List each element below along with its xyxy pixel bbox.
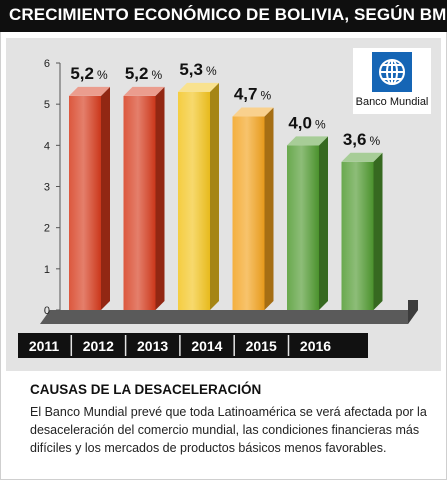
bar-side-2016 [373,152,383,310]
bar-2015 [287,145,319,310]
value-label-2011: 5,2% [70,64,108,83]
y-tick-label: 2 [44,223,50,235]
bar-side-2014 [264,107,274,311]
category-label-strip [18,333,368,358]
bar-chart: 0 1 2 3 4 5 6 5,2 % 2011 5,2 % 2012 5,3 % 2013 4,7 % 2014 4… [18,58,418,358]
chart-floor [40,310,418,324]
bar-2011 [69,95,101,310]
bar-side-2011 [101,86,110,310]
chart-title: CRECIMIENTO ECONÓMICO DE BOLIVIA, SEGÚN … [9,5,447,24]
y-tick-label: 5 [44,99,50,111]
category-label-2012: 2012 [83,338,114,354]
value-label-2013: 5,3% [179,60,217,79]
category-label-2016: 2016 [300,338,331,354]
value-label-2016: 3,6% [343,130,381,149]
bar-top-2012 [123,86,165,96]
bar-top-2013 [178,82,219,92]
title-bar: CRECIMIENTO ECONÓMICO DE BOLIVIA, SEGÚN … [0,0,447,32]
y-tick-label: 1 [44,264,50,276]
section-body: El Banco Mundial prevé que toda Latinoam… [30,405,427,455]
y-tick-label: 4 [44,140,50,152]
category-label-2011: 2011 [29,338,60,354]
bar-2014 [232,116,265,311]
value-label-2015: 4,0% [288,113,326,132]
section-title: CAUSAS DE LA DESACELERACIÓN [30,382,262,397]
bar-2012 [123,95,156,310]
category-label-2014: 2014 [191,338,222,354]
y-tick-label: 0 [44,305,50,317]
y-tick-label: 3 [44,182,50,194]
bar-side-2012 [155,86,165,310]
bar-top-2015 [287,136,328,146]
bar-top-2011 [69,86,110,96]
y-tick-label: 6 [44,58,50,70]
bar-side-2013 [210,82,219,310]
chart-floor-edge [408,300,418,324]
bar-side-2015 [319,136,328,310]
bar-top-2014 [232,107,274,117]
world-bank-globe-icon [372,52,412,92]
value-label-2014: 4,7% [234,85,272,104]
bar-2016 [341,161,374,310]
world-bank-logo: Banco Mundial [353,48,431,114]
logo-label: Banco Mundial [355,96,429,108]
value-label-2012: 5,2% [125,64,163,83]
bar-2013 [178,91,210,310]
category-label-2013: 2013 [137,338,168,354]
category-label-2015: 2015 [246,338,277,354]
bar-top-2016 [341,152,383,162]
